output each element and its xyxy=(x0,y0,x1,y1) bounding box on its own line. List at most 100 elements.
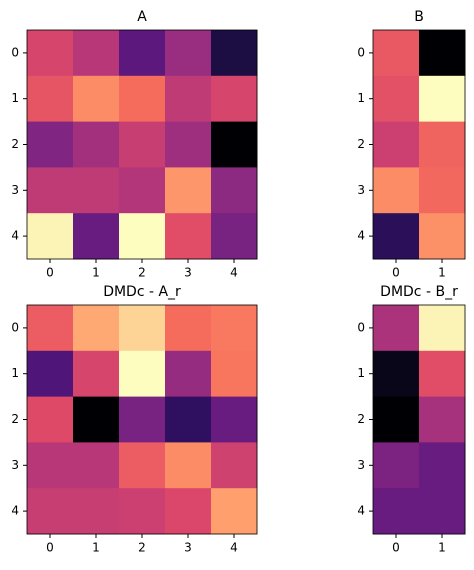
y-tick-label: 0 xyxy=(357,45,365,59)
y-tick-label: 3 xyxy=(357,458,365,472)
chart-title: DMDc - A_r xyxy=(103,284,181,300)
heatmap-cell xyxy=(211,488,258,535)
heatmap-cell xyxy=(165,396,212,443)
heatmap-cell xyxy=(27,396,74,443)
x-tick-label: 4 xyxy=(230,266,238,280)
heatmap-cell xyxy=(211,121,258,168)
heatmap-cell xyxy=(27,30,74,77)
x-tick-label: 2 xyxy=(138,541,146,555)
x-tick-label: 0 xyxy=(46,541,54,555)
y-tick-label: 2 xyxy=(357,412,365,426)
y-tick-label: 3 xyxy=(357,183,365,197)
heatmap-cell xyxy=(119,350,166,398)
heatmap-cell xyxy=(27,213,74,260)
x-tick-label: 0 xyxy=(392,541,400,555)
y-tick-label: 4 xyxy=(357,504,365,518)
y-tick-label: 2 xyxy=(11,137,19,151)
heatmap-cell xyxy=(27,488,74,535)
heatmap-cell xyxy=(119,75,166,123)
heatmap-cell xyxy=(165,488,212,535)
y-tick-label: 4 xyxy=(357,229,365,243)
heatmap-cell xyxy=(373,75,420,123)
chart-title: DMDc - B_r xyxy=(380,284,458,300)
heatmap-cell xyxy=(373,396,420,443)
y-tick-label: 1 xyxy=(357,366,365,380)
heatmap-cell xyxy=(165,75,212,123)
heatmap-cell xyxy=(165,213,212,260)
heatmap-cell xyxy=(373,305,420,352)
heatmap-cell xyxy=(165,305,212,352)
y-tick-label: 1 xyxy=(11,91,19,105)
heatmap-cell xyxy=(119,488,166,535)
heatmap-cell xyxy=(419,305,466,352)
heatmap-cell xyxy=(119,30,166,77)
heatmap-cell xyxy=(373,350,420,398)
chart-title: A xyxy=(137,9,147,25)
heatmap-cell xyxy=(119,213,166,260)
heatmap-cell xyxy=(419,213,466,260)
x-tick-label: 4 xyxy=(230,541,238,555)
heatmap-cell xyxy=(373,488,420,535)
heatmap-cell xyxy=(165,167,212,214)
x-tick-label: 3 xyxy=(184,541,192,555)
heatmap-cell xyxy=(73,75,120,123)
heatmap-cell xyxy=(119,305,166,352)
heatmap-cell xyxy=(27,121,74,168)
heatmap-cell xyxy=(119,167,166,214)
y-tick-label: 0 xyxy=(11,45,19,59)
heatmap-cell xyxy=(211,30,258,77)
y-tick-label: 0 xyxy=(357,320,365,334)
heatmap-cell xyxy=(73,121,120,168)
heatmap-cell xyxy=(165,442,212,489)
heatmap-cell xyxy=(165,121,212,168)
y-tick-label: 3 xyxy=(11,183,19,197)
heatmap-cell xyxy=(211,350,258,398)
y-tick-label: 2 xyxy=(11,412,19,426)
x-tick-label: 1 xyxy=(438,266,446,280)
heatmap-cell xyxy=(119,442,166,489)
heatmap-cell xyxy=(27,167,74,214)
heatmap-cell xyxy=(419,75,466,123)
heatmap-cell xyxy=(73,488,120,535)
y-tick-label: 3 xyxy=(11,458,19,472)
heatmap-cell xyxy=(73,305,120,352)
x-tick-label: 1 xyxy=(92,266,100,280)
y-tick-label: 1 xyxy=(357,91,365,105)
heatmap-cell xyxy=(419,442,466,489)
heatmap-cell xyxy=(73,396,120,443)
heatmap-cell xyxy=(211,213,258,260)
heatmap-cell xyxy=(211,442,258,489)
heatmap-cell xyxy=(27,305,74,352)
heatmap-cell xyxy=(419,167,466,214)
y-tick-label: 1 xyxy=(11,366,19,380)
heatmap-cell xyxy=(73,213,120,260)
y-tick-label: 4 xyxy=(11,229,19,243)
heatmap-cell xyxy=(419,30,466,77)
chart-title: B xyxy=(414,9,424,25)
heatmap-cell xyxy=(73,167,120,214)
heatmap-cell xyxy=(73,442,120,489)
heatmap-cell xyxy=(419,350,466,398)
x-tick-label: 1 xyxy=(92,541,100,555)
x-tick-label: 3 xyxy=(184,266,192,280)
heatmap-cell xyxy=(211,167,258,214)
heatmap-cell xyxy=(119,121,166,168)
x-tick-label: 0 xyxy=(46,266,54,280)
heatmap-cell xyxy=(373,442,420,489)
heatmap-cell xyxy=(373,213,420,260)
x-tick-label: 0 xyxy=(392,266,400,280)
x-tick-label: 2 xyxy=(138,266,146,280)
y-tick-label: 2 xyxy=(357,137,365,151)
heatmap-cell xyxy=(27,75,74,123)
heatmap-cell xyxy=(373,167,420,214)
heatmap-cell xyxy=(165,350,212,398)
heatmap-cell xyxy=(211,75,258,123)
heatmap-cell xyxy=(165,30,212,77)
heatmap-cell xyxy=(373,121,420,168)
heatmap-cell xyxy=(211,396,258,443)
heatmap-cell xyxy=(211,305,258,352)
heatmap-cell xyxy=(419,396,466,443)
heatmap-cell xyxy=(373,30,420,77)
y-tick-label: 4 xyxy=(11,504,19,518)
